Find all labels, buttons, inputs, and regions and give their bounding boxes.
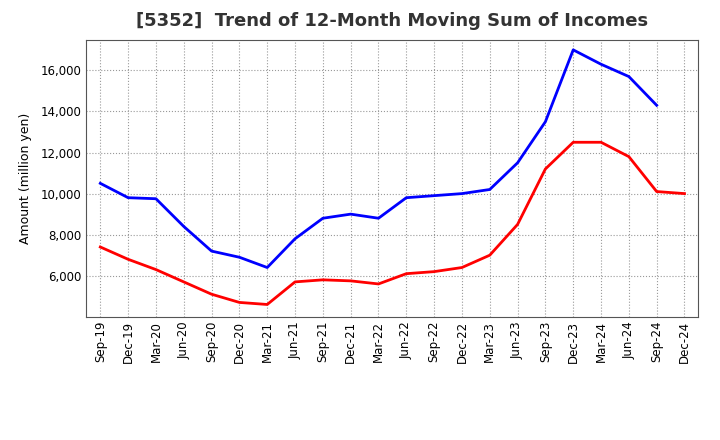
Net Income bbox=[346, 278, 355, 283]
Net Income bbox=[318, 277, 327, 282]
Ordinary Income bbox=[513, 160, 522, 165]
Net Income bbox=[291, 279, 300, 285]
Ordinary Income bbox=[124, 195, 132, 200]
Title: [5352]  Trend of 12-Month Moving Sum of Incomes: [5352] Trend of 12-Month Moving Sum of I… bbox=[136, 12, 649, 30]
Ordinary Income bbox=[374, 216, 383, 221]
Net Income bbox=[624, 154, 633, 159]
Ordinary Income bbox=[458, 191, 467, 196]
Net Income bbox=[458, 265, 467, 270]
Net Income bbox=[235, 300, 243, 305]
Net Income bbox=[513, 222, 522, 227]
Net Income bbox=[152, 267, 161, 272]
Ordinary Income bbox=[402, 195, 410, 200]
Net Income bbox=[402, 271, 410, 276]
Net Income bbox=[485, 253, 494, 258]
Ordinary Income bbox=[541, 119, 550, 125]
Net Income bbox=[569, 139, 577, 145]
Ordinary Income bbox=[569, 47, 577, 52]
Ordinary Income bbox=[318, 216, 327, 221]
Net Income bbox=[430, 269, 438, 274]
Line: Ordinary Income: Ordinary Income bbox=[100, 50, 657, 268]
Net Income bbox=[652, 189, 661, 194]
Net Income bbox=[179, 279, 188, 285]
Net Income bbox=[96, 244, 104, 249]
Ordinary Income bbox=[263, 265, 271, 270]
Net Income bbox=[541, 166, 550, 172]
Net Income bbox=[680, 191, 689, 196]
Ordinary Income bbox=[346, 212, 355, 217]
Ordinary Income bbox=[235, 255, 243, 260]
Ordinary Income bbox=[96, 181, 104, 186]
Ordinary Income bbox=[291, 236, 300, 242]
Ordinary Income bbox=[624, 74, 633, 79]
Net Income bbox=[124, 257, 132, 262]
Ordinary Income bbox=[207, 249, 216, 254]
Ordinary Income bbox=[430, 193, 438, 198]
Ordinary Income bbox=[485, 187, 494, 192]
Net Income bbox=[263, 302, 271, 307]
Ordinary Income bbox=[152, 196, 161, 202]
Ordinary Income bbox=[179, 224, 188, 229]
Ordinary Income bbox=[652, 103, 661, 108]
Line: Net Income: Net Income bbox=[100, 142, 685, 304]
Net Income bbox=[207, 292, 216, 297]
Ordinary Income bbox=[597, 62, 606, 67]
Y-axis label: Amount (million yen): Amount (million yen) bbox=[19, 113, 32, 244]
Net Income bbox=[374, 281, 383, 286]
Net Income bbox=[597, 139, 606, 145]
